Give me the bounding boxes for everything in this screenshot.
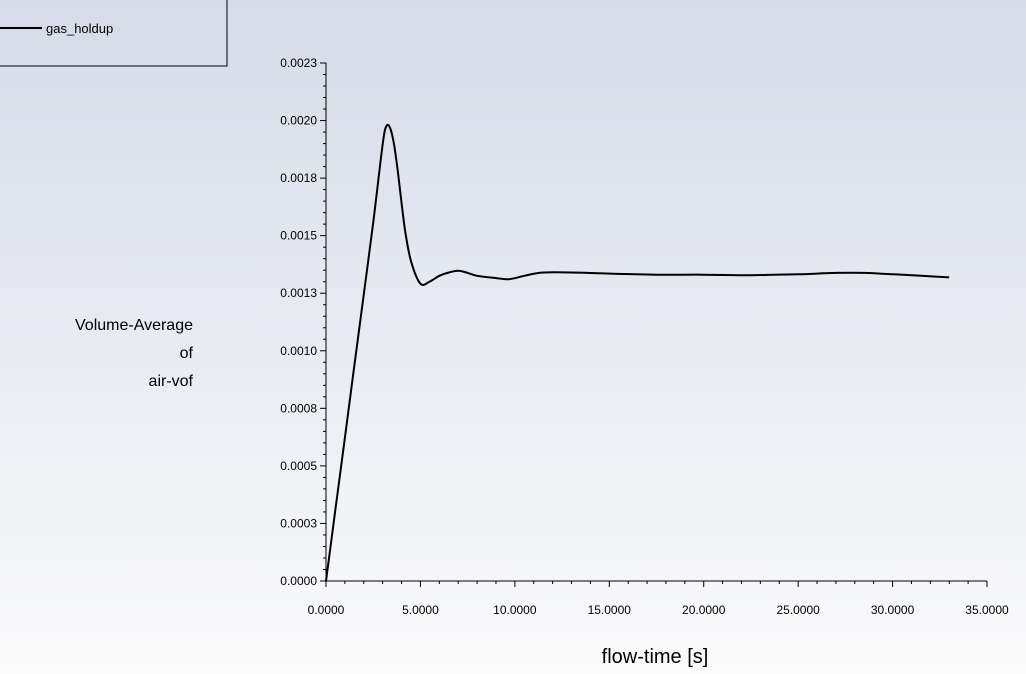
y-tick-label: 0.0023 xyxy=(280,56,317,70)
y-axis-title-line-3: air-vof xyxy=(149,373,194,390)
x-tick-label: 0.0000 xyxy=(308,603,345,617)
y-axis-title-line-1: Volume-Average xyxy=(75,317,193,334)
y-tick-label: 0.0010 xyxy=(280,344,317,358)
y-tick-label: 0.0020 xyxy=(280,114,317,128)
x-tick-label: 10.0000 xyxy=(493,603,537,617)
x-axis-title: flow-time [s] xyxy=(602,646,709,668)
x-tick-label: 30.0000 xyxy=(871,603,915,617)
y-tick-label: 0.0005 xyxy=(280,459,317,473)
x-tick-label: 25.0000 xyxy=(776,603,820,617)
x-tick-label: 5.0000 xyxy=(402,603,439,617)
y-tick-label: 0.0003 xyxy=(280,516,317,530)
x-tick-label: 20.0000 xyxy=(682,603,726,617)
y-tick-label: 0.0008 xyxy=(280,401,317,415)
legend: gas_holdup xyxy=(0,0,228,67)
y-axis-title-line-2: of xyxy=(180,345,194,362)
y-tick-labels: 0.0000 0.0003 0.0005 0.0008 0.0010 0.0013 0.00… xyxy=(280,56,317,588)
y-ticks xyxy=(320,62,326,582)
axes xyxy=(325,63,987,582)
x-ticks xyxy=(325,581,988,587)
y-tick-label: 0.0015 xyxy=(280,229,317,243)
y-tick-label: 0.0000 xyxy=(280,574,317,588)
x-tick-labels: 0.0000 5.0000 10.0000 15.0000 20.0000 25.0000… xyxy=(308,603,1009,617)
legend-box xyxy=(0,0,228,67)
y-tick-label: 0.0018 xyxy=(280,171,317,185)
y-axis-title: Volume-Average of air-vof xyxy=(75,317,194,390)
x-tick-label: 15.0000 xyxy=(588,603,632,617)
legend-label: gas_holdup xyxy=(46,21,113,36)
series-line-gas-holdup xyxy=(325,123,950,582)
x-tick-label: 35.0000 xyxy=(965,603,1009,617)
y-tick-label: 0.0013 xyxy=(280,286,317,300)
